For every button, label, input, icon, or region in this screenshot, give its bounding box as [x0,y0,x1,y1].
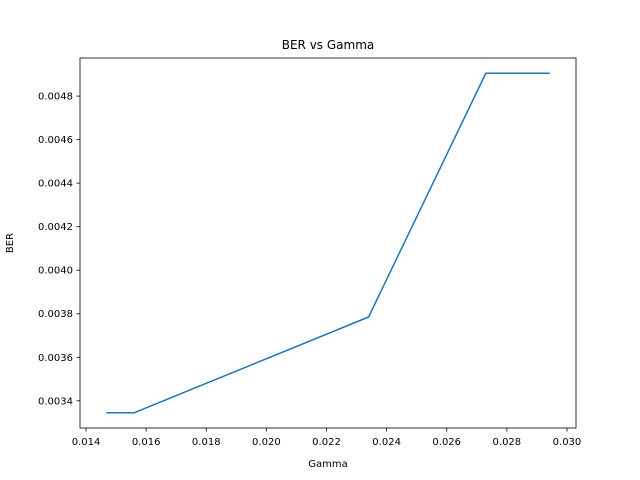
x-tick-label: 0.026 [432,437,461,448]
x-tick-label: 0.016 [132,437,161,448]
y-tick-label: 0.0040 [38,266,73,277]
y-tick-label: 0.0042 [38,222,73,233]
y-tick-label: 0.0044 [38,179,73,190]
x-tick-label: 0.030 [553,437,582,448]
plot-frame [79,57,577,429]
x-tick-label: 0.022 [312,437,341,448]
series-line [106,72,550,414]
y-tick-label: 0.0036 [38,353,73,364]
x-tick-label: 0.020 [252,437,281,448]
chart-title: BER vs Gamma [282,38,375,52]
y-axis-ticks: 0.0034 0.0036 0.0038 0.0040 0.0042 0.0044 0.00… [38,92,80,407]
y-tick-label: 0.0046 [38,135,73,146]
y-tick-label: 0.0038 [38,309,73,320]
x-axis-ticks: 0.014 0.016 0.018 0.020 0.022 0.024 0.026 0.028… [72,428,582,448]
y-tick-label: 0.0034 [38,396,73,407]
y-tick-label: 0.0048 [38,92,73,103]
x-tick-label: 0.028 [493,437,522,448]
series-layer [106,72,550,414]
plot-area [80,58,576,428]
x-tick-label: 0.018 [192,437,221,448]
y-axis-label: BER [5,233,16,253]
x-tick-label: 0.014 [72,437,101,448]
x-axis-label: Gamma [308,459,348,470]
x-tick-label: 0.024 [372,437,401,448]
